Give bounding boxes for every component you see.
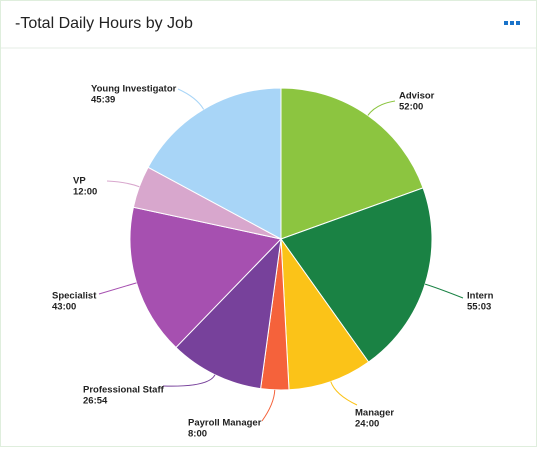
- slice-value-label: 55:03: [467, 302, 491, 313]
- slice-label: Young Investigator: [91, 84, 177, 95]
- leader-line: [261, 389, 276, 422]
- leader-line: [162, 374, 216, 387]
- leader-line: [330, 381, 358, 406]
- slice-value-label: 8:00: [188, 429, 207, 440]
- slice-value-label: 12:00: [73, 187, 97, 198]
- chart-title: -Total Daily Hours by Job: [15, 15, 193, 32]
- leader-line: [424, 283, 464, 299]
- leader-line: [106, 180, 140, 188]
- slice-value-label: 52:00: [399, 102, 423, 113]
- menu-button[interactable]: [504, 21, 520, 25]
- slice-label: Intern: [467, 291, 494, 302]
- leader-line: [98, 282, 137, 295]
- slice-value-label: 24:00: [355, 419, 379, 430]
- pie-slice: [280, 237, 370, 391]
- slice-label: Manager: [355, 408, 394, 419]
- pie-slice: [280, 87, 424, 240]
- pie-slice: [280, 187, 433, 363]
- leader-line: [367, 100, 396, 116]
- slice-label: Advisor: [399, 91, 435, 102]
- slice-value-label: 45:39: [91, 95, 115, 106]
- menu-dot[interactable]: [504, 21, 508, 25]
- pie-slice: [129, 206, 282, 349]
- slice-label: Payroll Manager: [188, 418, 262, 429]
- menu-dot[interactable]: [510, 21, 514, 25]
- slice-label: Professional Staff: [83, 385, 165, 396]
- slice-value-label: 26:54: [83, 396, 108, 407]
- menu-dot[interactable]: [516, 21, 520, 25]
- slice-label: VP: [73, 176, 86, 187]
- leader-line: [177, 88, 205, 110]
- slice-label: Specialist: [52, 291, 97, 302]
- slice-value-label: 43:00: [52, 302, 76, 313]
